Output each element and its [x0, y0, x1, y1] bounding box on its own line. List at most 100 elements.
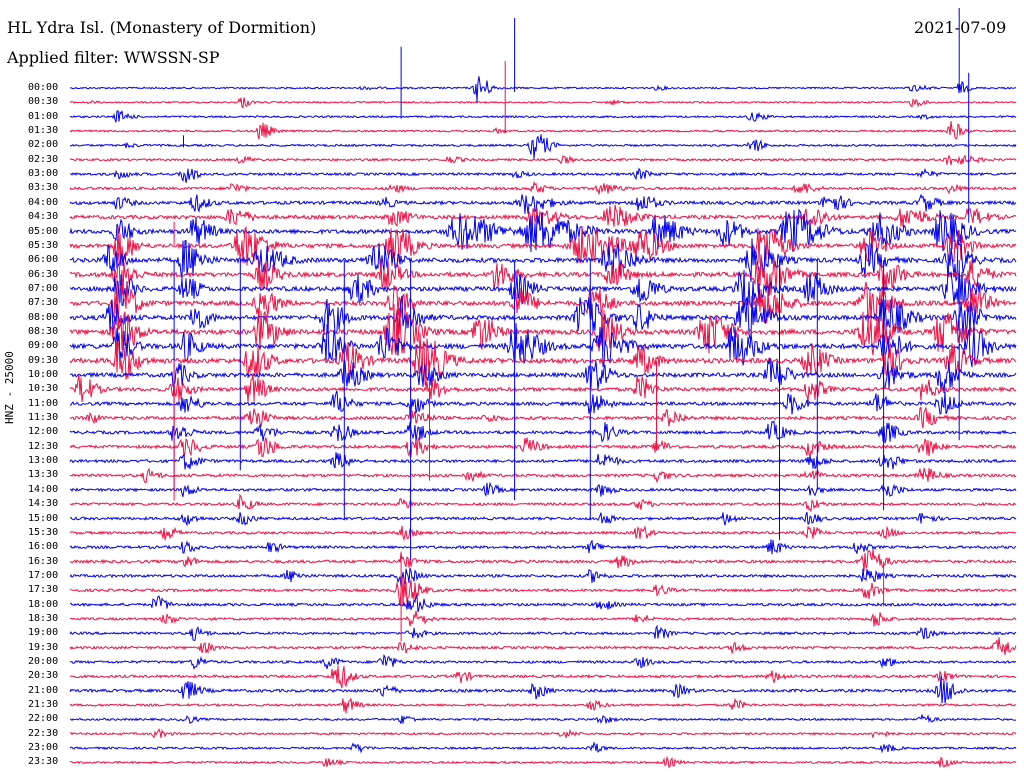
time-tick-label: 08:00 [28, 311, 59, 323]
trace-line-1030 [69, 373, 1017, 403]
time-tick-label: 05:00 [28, 225, 59, 237]
time-tick-label: 16:00 [28, 541, 59, 553]
trace-line-2030 [69, 665, 1017, 688]
time-tick-label: 15:30 [28, 526, 59, 538]
time-tick-label: 20:00 [28, 656, 59, 667]
trace-line-1530 [69, 525, 1017, 542]
trace-line-0600 [69, 238, 1017, 282]
trace-line-1730 [69, 576, 1017, 607]
time-tick-label: 04:00 [28, 196, 59, 208]
time-tick-label: 21:00 [28, 684, 59, 696]
time-tick-label: 13:30 [28, 469, 59, 481]
time-tick-label: 13:00 [28, 455, 59, 467]
time-tick-label: 22:00 [28, 713, 59, 725]
time-tick-label: 00:00 [28, 82, 59, 93]
trace-line-1800 [69, 595, 1017, 613]
time-tick-label: 16:30 [28, 555, 59, 567]
trace-line-1400 [69, 481, 1017, 498]
trace-line-0630 [69, 253, 1017, 296]
time-tick-label: 09:00 [28, 340, 59, 352]
time-tick-label: 09:30 [28, 354, 59, 366]
trace-line-2230 [69, 727, 1017, 739]
time-tick-label: 00:30 [28, 96, 59, 108]
time-tick-label: 23:30 [28, 756, 59, 768]
time-tick-label: 23:00 [28, 742, 59, 754]
time-tick-label: 02:00 [28, 139, 59, 151]
time-tick-label: 15:00 [28, 512, 59, 524]
trace-line-2000 [69, 653, 1017, 670]
time-tick-label: 03:30 [28, 182, 59, 194]
time-tick-label: 21:30 [28, 699, 59, 711]
time-tick-label: 06:30 [28, 268, 59, 280]
time-tick-label: 05:30 [28, 239, 59, 251]
time-tick-label: 07:30 [28, 297, 59, 309]
time-tick-label: 17:30 [28, 584, 59, 596]
trace-line-0230 [69, 154, 1017, 166]
time-tick-label: 10:00 [28, 369, 59, 380]
trace-line-1300 [69, 452, 1017, 470]
trace-line-0030 [69, 97, 1017, 109]
trace-line-2100 [69, 675, 1017, 704]
trace-line-0930 [69, 332, 1017, 388]
trace-line-1330 [69, 467, 1017, 484]
trace-line-2200 [69, 714, 1017, 725]
time-tick-label: 22:30 [28, 727, 59, 739]
time-tick-label: 01:00 [28, 110, 59, 122]
date-label: 2021-07-09 [914, 18, 1007, 37]
time-tick-label: 20:30 [28, 670, 59, 682]
trace-line-0700 [69, 268, 1017, 310]
time-tick-label: 19:00 [28, 627, 59, 639]
time-tick-label: 14:00 [28, 483, 59, 495]
time-tick-label: 10:30 [28, 383, 59, 395]
trace-line-1700 [69, 567, 1017, 588]
trace-line-0330 [69, 180, 1017, 195]
time-tick-label: 07:00 [28, 282, 59, 294]
filter-label: Applied filter: WWSSN-SP [7, 48, 220, 67]
trace-line-1930 [69, 637, 1017, 655]
trace-line-0400 [69, 193, 1017, 214]
station-title: HL Ydra Isl. (Monastery of Dormition) [7, 18, 317, 37]
trace-line-1200 [69, 420, 1017, 444]
time-tick-label: 12:00 [28, 426, 59, 438]
trace-line-0000 [69, 76, 1017, 102]
trace-line-0430 [69, 204, 1017, 228]
trace-line-0200 [69, 134, 1017, 159]
trace-line-0100 [69, 110, 1017, 123]
trace-line-1900 [69, 624, 1017, 641]
time-tick-label: 12:30 [28, 440, 59, 452]
trace-line-0900 [69, 323, 1017, 368]
trace-line-1100 [69, 390, 1017, 415]
trace-line-1600 [69, 539, 1017, 555]
time-tick-label: 18:00 [28, 598, 59, 610]
trace-line-1630 [69, 549, 1017, 572]
trace-line-0130 [69, 121, 1017, 140]
time-tick-label: 01:30 [28, 125, 59, 137]
trace-line-1500 [69, 512, 1017, 527]
trace-line-1230 [69, 436, 1016, 458]
trace-line-1000 [69, 357, 1017, 394]
time-tick-label: 19:30 [28, 641, 59, 653]
trace-line-0300 [69, 167, 1017, 183]
time-tick-label: 06:00 [28, 254, 59, 266]
time-tick-label: 14:30 [28, 498, 59, 510]
time-tick-labels: 00:00 00:30 01:00 01:30 02:00 02:30 03:00 03:30… [0, 0, 68, 780]
trace-line-2330 [69, 755, 1017, 769]
time-tick-label: 04:30 [28, 211, 59, 223]
time-tick-label: 11:30 [28, 412, 59, 424]
trace-line-1830 [69, 610, 1017, 627]
time-tick-label: 17:00 [28, 569, 59, 581]
trace-line-0530 [69, 225, 1017, 267]
time-tick-label: 08:30 [28, 325, 59, 337]
trace-line-1130 [69, 406, 1017, 429]
time-tick-label: 11:00 [28, 397, 59, 409]
trace-line-0800 [69, 295, 1017, 340]
trace-line-0730 [69, 278, 1017, 329]
trace-line-2300 [69, 741, 1017, 754]
trace-line-0830 [69, 304, 1017, 356]
trace-line-2130 [69, 697, 1017, 714]
trace-line-1430 [69, 493, 1017, 513]
time-tick-label: 02:30 [28, 153, 59, 165]
time-tick-label: 18:30 [28, 612, 59, 624]
time-tick-label: 03:00 [28, 168, 59, 180]
